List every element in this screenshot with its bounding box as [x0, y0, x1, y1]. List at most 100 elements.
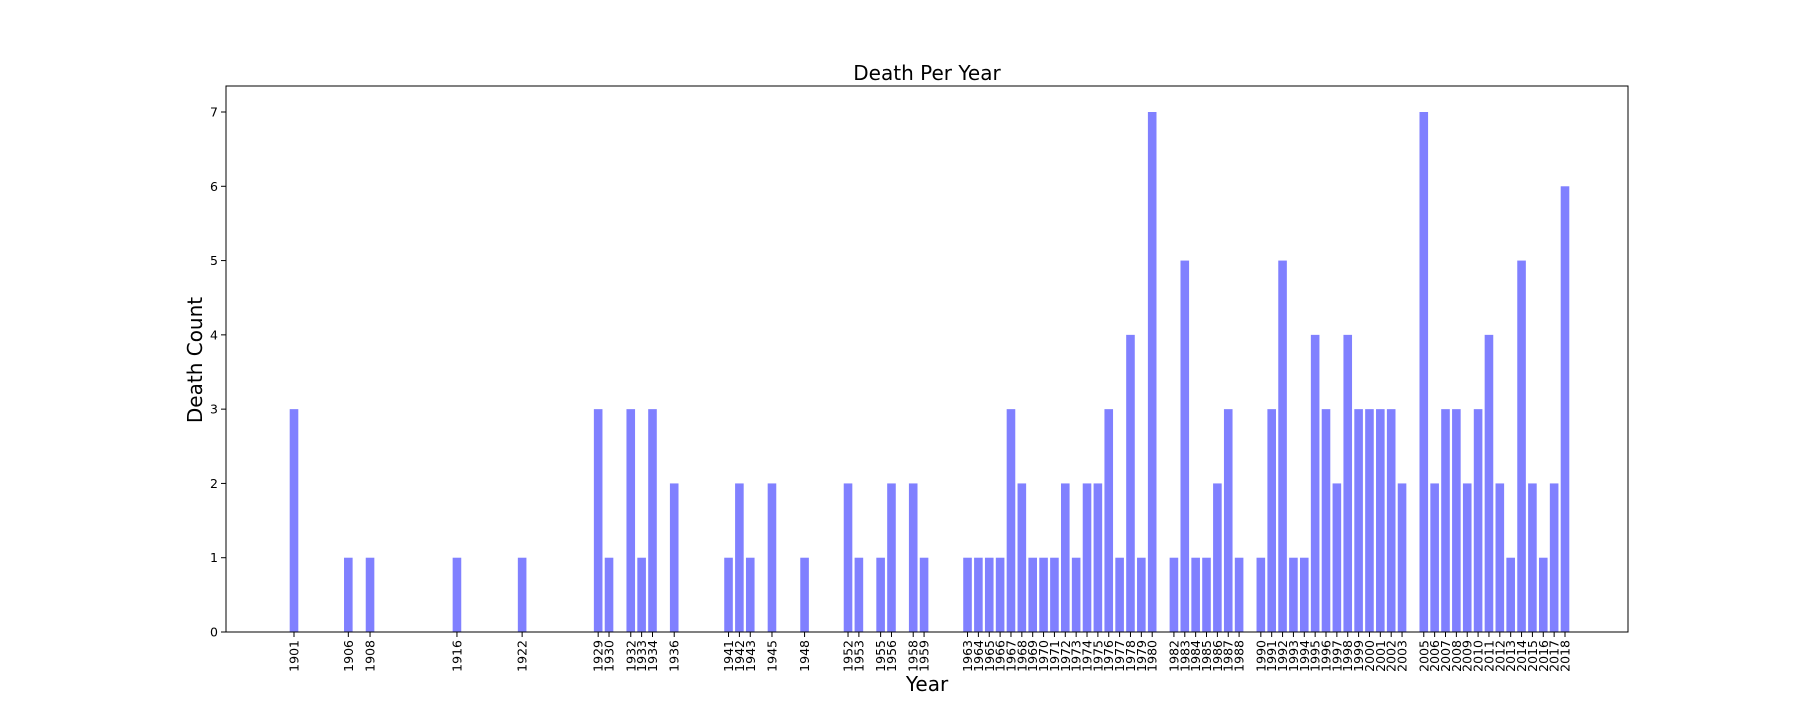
- bar-1987: [1223, 409, 1233, 632]
- bar-2016: [1538, 557, 1548, 632]
- bar-1968: [1017, 483, 1027, 632]
- x-tick-label-2007: 2007: [1438, 640, 1453, 672]
- x-tick-label-1968: 1968: [1014, 640, 1029, 672]
- x-tick-label-1993: 1993: [1286, 640, 1301, 672]
- x-tick-label-1966: 1966: [993, 640, 1008, 672]
- bar-1936: [669, 483, 679, 632]
- x-tick-label-1901: 1901: [287, 640, 302, 672]
- bar-2007: [1441, 409, 1450, 632]
- bar-1995: [1310, 334, 1320, 632]
- y-tick-label-5: 5: [210, 253, 218, 268]
- bar-1984: [1191, 557, 1200, 632]
- x-tick-label-1984: 1984: [1188, 640, 1203, 672]
- bar-2012: [1495, 483, 1505, 632]
- x-tick-label-1972: 1972: [1058, 640, 1073, 672]
- x-tick-label-1958: 1958: [906, 640, 921, 672]
- x-tick-label-1956: 1956: [884, 640, 899, 672]
- x-tick-label-1908: 1908: [363, 640, 378, 672]
- bar-1978: [1126, 334, 1135, 632]
- x-tick-label-1953: 1953: [851, 640, 866, 672]
- x-tick-label-1906: 1906: [341, 640, 356, 672]
- bar-1952: [843, 483, 853, 632]
- x-tick-label-1930: 1930: [602, 640, 617, 672]
- y-tick-label-2: 2: [210, 476, 218, 491]
- x-tick-label-1992: 1992: [1275, 640, 1290, 672]
- bar-1982: [1169, 557, 1179, 632]
- bar-1969: [1028, 557, 1037, 632]
- x-tick-label-1974: 1974: [1080, 640, 1095, 672]
- bar-1996: [1321, 409, 1331, 632]
- bar-1988: [1234, 557, 1244, 632]
- bar-1975: [1093, 483, 1103, 632]
- bar-1908: [365, 557, 375, 632]
- x-axis-label: Year: [905, 672, 949, 696]
- bar-1977: [1115, 557, 1124, 632]
- x-tick-label-1997: 1997: [1329, 640, 1344, 672]
- bar-1973: [1071, 557, 1081, 632]
- x-tick-label-2001: 2001: [1373, 640, 1388, 672]
- x-tick-label-1970: 1970: [1036, 640, 1051, 672]
- bar-1922: [517, 557, 527, 632]
- bar-1993: [1289, 557, 1298, 632]
- x-tick-label-1975: 1975: [1090, 640, 1105, 672]
- bar-1971: [1050, 557, 1059, 632]
- chart-title: Death Per Year: [853, 61, 1001, 85]
- x-tick-label-1991: 1991: [1264, 640, 1279, 672]
- x-tick-label-2016: 2016: [1536, 640, 1551, 672]
- x-tick-label-1933: 1933: [634, 640, 649, 672]
- x-tick-label-2012: 2012: [1492, 640, 1507, 672]
- x-tick-label-1973: 1973: [1069, 640, 1084, 672]
- x-tick-label-2008: 2008: [1449, 640, 1464, 672]
- x-tick-label-1999: 1999: [1351, 640, 1366, 672]
- x-tick-label-1965: 1965: [982, 640, 997, 672]
- bar-1963: [963, 557, 972, 632]
- x-tick-label-1996: 1996: [1319, 640, 1334, 672]
- x-tick-label-1980: 1980: [1145, 640, 1160, 672]
- bar-1998: [1343, 334, 1353, 632]
- bar-2003: [1397, 483, 1407, 632]
- bar-2002: [1386, 409, 1396, 632]
- bar-1965: [984, 557, 994, 632]
- x-tick-label-1998: 1998: [1340, 640, 1355, 672]
- x-tick-label-1916: 1916: [449, 640, 464, 672]
- bar-1983: [1180, 260, 1190, 632]
- bar-1972: [1060, 483, 1070, 632]
- x-tick-label-2003: 2003: [1395, 640, 1410, 672]
- x-tick-label-1994: 1994: [1297, 640, 1312, 672]
- bar-1964: [974, 557, 983, 632]
- plot-frame: [225, 85, 1629, 633]
- bar-1943: [745, 557, 755, 632]
- bar-1929: [593, 409, 603, 632]
- bar-1991: [1267, 409, 1276, 632]
- bar-1901: [289, 409, 299, 632]
- x-tick-label-1967: 1967: [1003, 640, 1018, 672]
- bar-2014: [1517, 260, 1526, 632]
- bar-1948: [800, 557, 809, 632]
- bar-1985: [1202, 557, 1211, 632]
- bars-group: [289, 112, 1570, 633]
- x-tick-label-1943: 1943: [743, 640, 758, 672]
- x-tick-label-1929: 1929: [591, 640, 606, 672]
- x-tick-label-1983: 1983: [1177, 640, 1192, 672]
- y-tick-label-6: 6: [210, 179, 218, 194]
- x-tick-label-1971: 1971: [1047, 640, 1062, 672]
- x-tick-label-2017: 2017: [1547, 640, 1562, 672]
- x-tick-label-2018: 2018: [1558, 640, 1573, 672]
- x-tick-label-2010: 2010: [1471, 640, 1486, 672]
- x-tick-label-1955: 1955: [873, 640, 888, 672]
- bar-1906: [344, 557, 353, 632]
- bar-2018: [1560, 186, 1570, 633]
- bar-1986: [1213, 483, 1222, 632]
- bar-2001: [1376, 409, 1385, 632]
- x-tick-label-1945: 1945: [764, 640, 779, 672]
- bar-1934: [648, 409, 657, 632]
- x-tick-label-1977: 1977: [1112, 640, 1127, 672]
- x-tick-label-1936: 1936: [667, 640, 682, 672]
- bar-1994: [1299, 557, 1309, 632]
- y-tick-label-1: 1: [210, 550, 218, 565]
- x-tick-label-1988: 1988: [1232, 640, 1247, 672]
- x-tick-label-2009: 2009: [1460, 640, 1475, 672]
- bar-1966: [995, 557, 1005, 632]
- x-tick-label-1987: 1987: [1221, 640, 1236, 672]
